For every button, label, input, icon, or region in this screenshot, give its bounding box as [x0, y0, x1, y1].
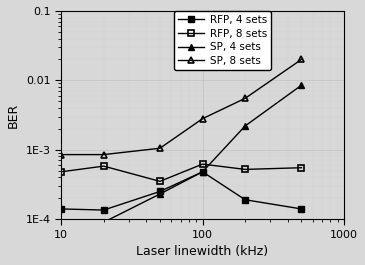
RFP, 8 sets — [59, 170, 63, 173]
SP, 4 sets — [101, 221, 106, 224]
Line: SP, 4 sets: SP, 4 sets — [58, 82, 305, 226]
Line: RFP, 4 sets: RFP, 4 sets — [58, 168, 305, 214]
RFP, 4 sets — [59, 207, 63, 210]
RFP, 4 sets — [101, 209, 106, 212]
SP, 8 sets — [59, 153, 63, 156]
RFP, 8 sets — [243, 168, 247, 171]
SP, 8 sets — [243, 97, 247, 100]
Legend: RFP, 4 sets, RFP, 8 sets, SP, 4 sets, SP, 8 sets: RFP, 4 sets, RFP, 8 sets, SP, 4 sets, SP… — [174, 11, 271, 70]
SP, 4 sets — [299, 84, 304, 87]
SP, 8 sets — [299, 58, 304, 61]
SP, 8 sets — [101, 153, 106, 156]
RFP, 4 sets — [299, 207, 304, 210]
RFP, 4 sets — [200, 170, 205, 173]
X-axis label: Laser linewidth (kHz): Laser linewidth (kHz) — [137, 245, 269, 258]
SP, 4 sets — [158, 192, 162, 196]
RFP, 4 sets — [243, 198, 247, 201]
SP, 8 sets — [200, 117, 205, 120]
RFP, 8 sets — [101, 165, 106, 168]
RFP, 8 sets — [200, 162, 205, 166]
SP, 4 sets — [200, 170, 205, 173]
Line: RFP, 8 sets: RFP, 8 sets — [58, 161, 305, 185]
RFP, 4 sets — [158, 190, 162, 193]
RFP, 8 sets — [299, 166, 304, 169]
Y-axis label: BER: BER — [7, 102, 20, 128]
RFP, 8 sets — [158, 180, 162, 183]
SP, 4 sets — [59, 221, 63, 224]
Line: SP, 8 sets: SP, 8 sets — [58, 56, 305, 158]
SP, 4 sets — [243, 124, 247, 127]
SP, 8 sets — [158, 147, 162, 150]
